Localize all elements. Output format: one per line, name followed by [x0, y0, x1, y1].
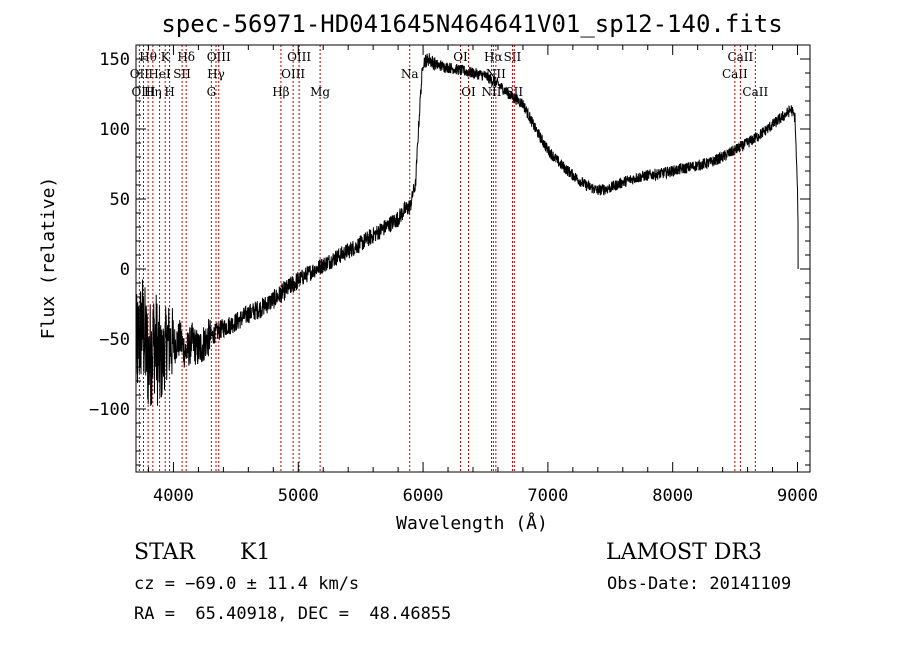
- spectral-line-label: Hγ: [207, 67, 225, 81]
- y-axis: −100 −50 0 50 100 150: [89, 44, 810, 466]
- x-axis: 4000 5000 6000 7000 8000 9000: [147, 45, 818, 506]
- y-tick-label: −50: [99, 330, 130, 350]
- spectral-line-label: Mg: [310, 85, 330, 99]
- spectral-line-label: SII: [504, 50, 522, 64]
- spectral-line-label: HeI: [148, 67, 171, 81]
- y-axis-label: Flux (relative): [38, 177, 59, 340]
- spectral-line-label: NII: [481, 85, 501, 99]
- spectral-line-label: H: [164, 85, 174, 99]
- spectral-line-label: OI: [453, 50, 468, 64]
- object-class: STAR: [134, 540, 195, 565]
- coordinates: RA = 65.40918, DEC = 48.46855: [134, 604, 452, 624]
- spectral-line-label: CaII: [727, 50, 753, 64]
- spectral-line-label: Hθ: [139, 50, 157, 64]
- x-tick-label: 4000: [153, 486, 194, 506]
- spectral-line-label: G: [207, 85, 217, 99]
- observation-date: Obs-Date: 20141109: [607, 574, 792, 594]
- spectral-line-label: Hα: [484, 50, 503, 64]
- x-tick-label: 7000: [527, 486, 568, 506]
- spectral-line-label: Hβ: [272, 85, 289, 99]
- spectral-line-label: OIII: [281, 67, 305, 81]
- survey-name: LAMOST DR3: [606, 540, 762, 565]
- spectral-line-label: Na: [401, 67, 419, 81]
- x-tick-label: 9000: [777, 486, 818, 506]
- spectrum-line: [135, 53, 799, 406]
- x-tick-label: 8000: [652, 486, 693, 506]
- spectral-line-label: OI: [461, 85, 476, 99]
- redshift-value: cz = −69.0 ± 11.4 km/s: [134, 574, 360, 594]
- plot-frame: [135, 44, 811, 473]
- spectral-line-label: OIII: [207, 50, 231, 64]
- y-tick-label: 50: [110, 190, 130, 210]
- y-tick-label: 150: [99, 50, 130, 70]
- y-tick-label: 100: [99, 120, 130, 140]
- x-tick-label: 5000: [278, 486, 319, 506]
- x-axis-label: Wavelength (Å): [396, 512, 548, 534]
- spectral-line-label: CaII: [722, 67, 748, 81]
- y-tick-label: −100: [89, 400, 130, 420]
- object-subclass: K1: [240, 540, 271, 565]
- spectral-line-label: OIII: [287, 50, 311, 64]
- x-tick-label: 6000: [403, 486, 444, 506]
- spectral-line-label: OII: [130, 67, 150, 81]
- spectral-line-label: Hδ: [177, 50, 195, 64]
- spectral-line-label: Hη: [144, 85, 162, 99]
- spectral-line-label: SII: [173, 67, 191, 81]
- chart-title: spec-56971-HD041645N464641V01_sp12-140.f…: [161, 10, 782, 38]
- y-tick-label: 0: [120, 260, 130, 280]
- spectral-line-label: K: [161, 50, 171, 64]
- spectral-line-label: CaII: [742, 85, 768, 99]
- spectral-line-label: OIII: [131, 85, 155, 99]
